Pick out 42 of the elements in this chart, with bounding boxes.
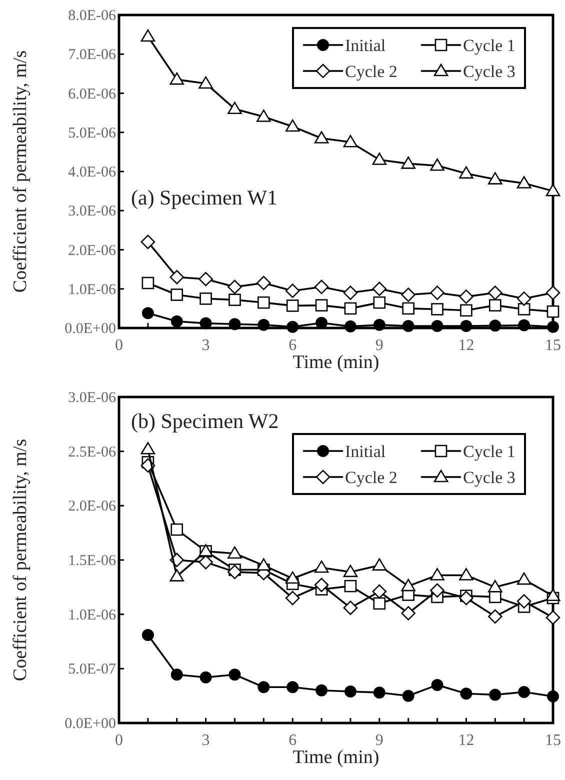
x-axis-title: Time (min) bbox=[292, 352, 380, 373]
y-tick-label: 2.0E-06 bbox=[68, 498, 116, 515]
x-axis-title: Time (min) bbox=[292, 747, 380, 768]
y-axis-title: Coefficient of permeability, m/s bbox=[10, 438, 31, 682]
legend-label: Cycle 2 bbox=[345, 468, 398, 487]
x-tick-label: 0 bbox=[115, 337, 123, 354]
y-tick-label: 0.0E+00 bbox=[64, 321, 116, 337]
y-tick-label: 4.0E-06 bbox=[68, 164, 116, 180]
x-tick-label: 3 bbox=[202, 337, 210, 354]
y-tick-label: 3.0E-06 bbox=[68, 390, 116, 406]
y-tick-label: 5.0E-07 bbox=[68, 662, 116, 678]
legend-label: Initial bbox=[345, 442, 386, 461]
y-tick-label: 8.0E-06 bbox=[68, 8, 116, 24]
y-tick-label: 7.0E-06 bbox=[68, 47, 116, 64]
legend-label: Cycle 1 bbox=[463, 36, 516, 55]
y-tick-label: 1.0E-06 bbox=[68, 282, 116, 298]
x-tick-label: 15 bbox=[545, 732, 561, 749]
y-tick-label: 6.0E-06 bbox=[68, 86, 116, 102]
y-tick-label: 2.0E-06 bbox=[68, 242, 116, 259]
x-tick-label: 3 bbox=[202, 732, 210, 749]
legend-label: Cycle 1 bbox=[463, 442, 516, 461]
annotation: (b) Specimen W2 bbox=[131, 408, 279, 433]
x-tick-label: 6 bbox=[288, 337, 297, 354]
y-tick-label: 3.0E-06 bbox=[68, 204, 116, 220]
y-tick-label: 2.5E-06 bbox=[68, 444, 116, 460]
y-tick-label: 1.0E-06 bbox=[68, 607, 116, 624]
annotation: (a) Specimen W1 bbox=[131, 186, 278, 210]
x-tick-label: 15 bbox=[545, 337, 561, 354]
y-tick-label: 5.0E-06 bbox=[68, 125, 116, 142]
legend-label: Cycle 2 bbox=[345, 62, 398, 81]
legend-label: Cycle 3 bbox=[463, 468, 516, 487]
x-tick-label: 12 bbox=[458, 732, 474, 749]
legend-label: Initial bbox=[345, 36, 386, 55]
y-tick-label: 0.0E+00 bbox=[64, 716, 116, 732]
x-tick-label: 6 bbox=[288, 732, 297, 749]
y-tick-label: 1.5E-06 bbox=[68, 553, 116, 569]
x-tick-label: 12 bbox=[458, 337, 474, 354]
x-tick-label: 9 bbox=[375, 337, 384, 354]
x-tick-label: 9 bbox=[375, 732, 384, 749]
y-axis-title: Coefficient of permeability, m/s bbox=[10, 50, 31, 293]
legend-label: Cycle 3 bbox=[463, 62, 516, 81]
x-tick-label: 0 bbox=[115, 732, 123, 749]
